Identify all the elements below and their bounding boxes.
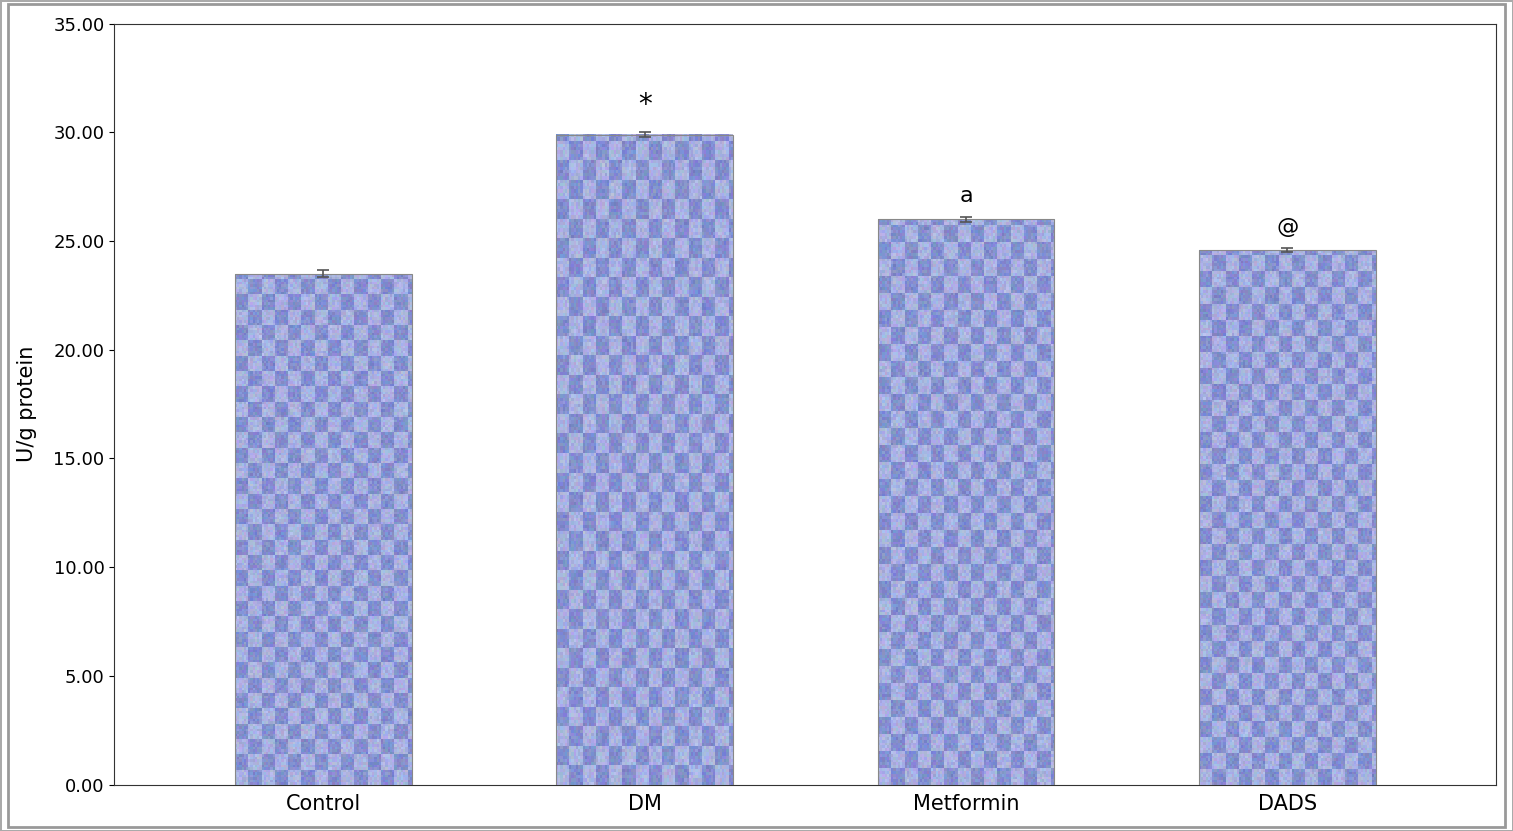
Bar: [557, 135, 732, 784]
Text: *: *: [638, 91, 652, 119]
Text: a: a: [959, 185, 973, 205]
Bar: [878, 219, 1055, 784]
Bar: [1198, 250, 1375, 784]
Text: @: @: [1277, 217, 1298, 237]
Y-axis label: U/g protein: U/g protein: [17, 346, 36, 462]
Bar: [235, 273, 412, 784]
